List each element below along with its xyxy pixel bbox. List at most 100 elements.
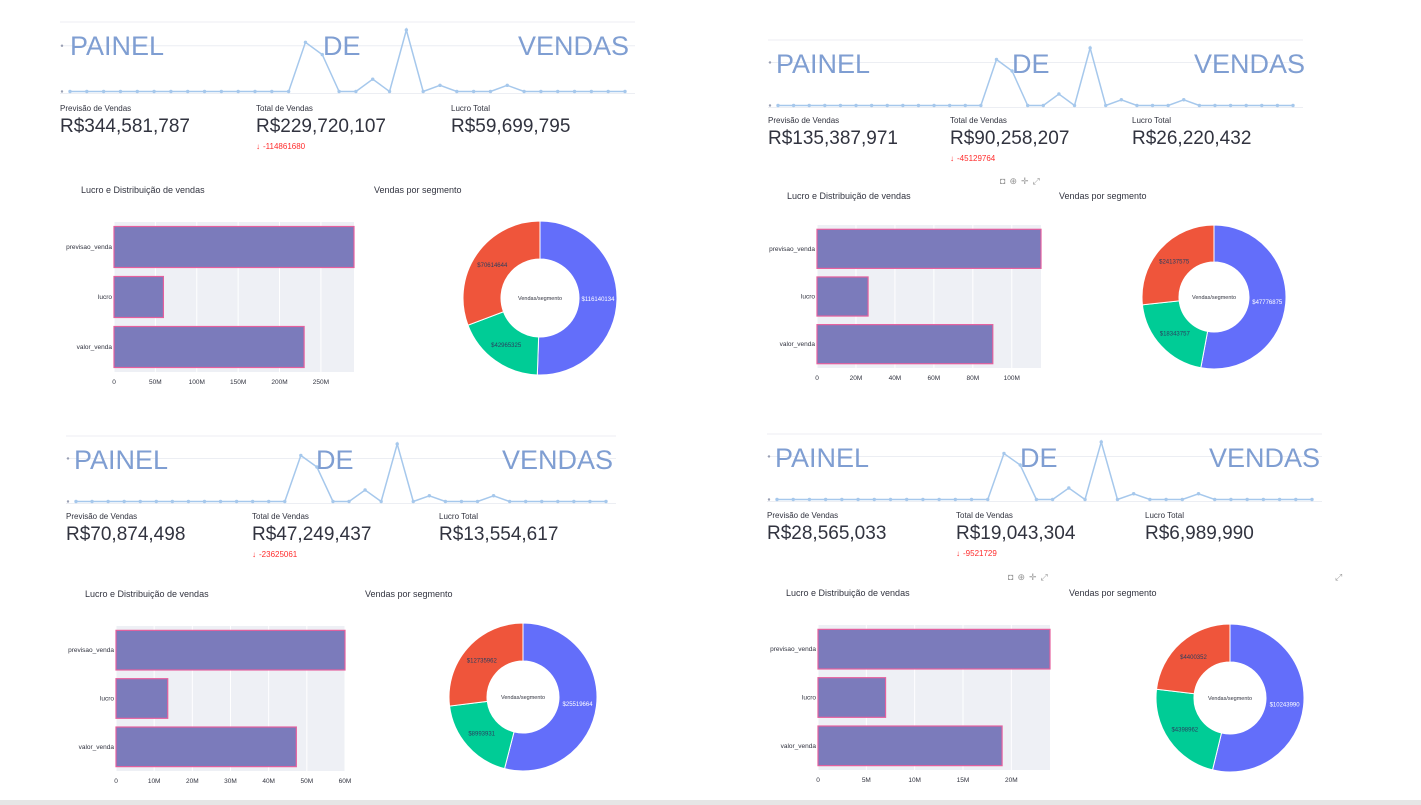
bar-lucro[interactable] xyxy=(817,677,887,718)
camera-icon[interactable]: ◘ xyxy=(1008,572,1014,582)
sparkline-point xyxy=(443,499,448,504)
sparkline-point xyxy=(823,497,828,502)
metric-0: Previsão de Vendas R$135,387,971 xyxy=(768,116,898,150)
arrow-down-icon: ↓ xyxy=(252,550,256,559)
camera-icon[interactable]: ◘ xyxy=(1000,176,1006,186)
sparkline-point xyxy=(869,103,874,108)
metric-1: Total de Vendas R$229,720,107 ↓ -114861680 xyxy=(256,104,386,151)
bar-chart-title: Lucro e Distribuição de vendas xyxy=(787,191,911,201)
bar-previsao_venda[interactable] xyxy=(817,628,1051,670)
bar-x-tick-label: 250M xyxy=(313,379,329,386)
title-sparkline-chart: PAINEL DE VENDAS xyxy=(768,39,1305,108)
donut-chart: $25519664 $8993931 $12735962 Vendas/segment… xyxy=(448,622,598,772)
sparkline-axis-dot xyxy=(767,498,771,501)
donut-slice[interactable] xyxy=(1211,623,1305,773)
bar-previsao_venda[interactable] xyxy=(115,629,346,671)
donut-chart: $47776875 $18343757 $24137575 Vendas/segmen… xyxy=(1141,224,1287,370)
bar-previsao_venda[interactable] xyxy=(113,225,355,269)
donut-slice[interactable] xyxy=(1200,224,1287,370)
pan-icon[interactable]: ✛ xyxy=(1020,176,1029,186)
donut-slice[interactable] xyxy=(462,220,541,326)
bar-lucro[interactable] xyxy=(113,275,165,319)
bar-x-tick-label: 200M xyxy=(271,379,287,386)
sparkline-point xyxy=(1025,103,1030,108)
sparkline-point xyxy=(395,442,399,446)
bar-y-tick-label: valor_venda xyxy=(780,341,816,348)
bar-valor_venda[interactable] xyxy=(115,726,297,768)
sparkline-point xyxy=(1196,492,1201,496)
sparkline-point xyxy=(68,89,72,94)
zoom-icon[interactable]: ⊕ xyxy=(1009,176,1017,186)
metric-value: R$59,699,795 xyxy=(451,116,571,137)
bar-x-tick-label: 60M xyxy=(928,375,941,382)
bar-x-tick-label: 100M xyxy=(1004,375,1020,382)
bar-y-tick-label: lucro xyxy=(98,294,112,301)
metric-1: Total de Vendas R$90,258,207 ↓ -45129764 xyxy=(950,116,1069,163)
sparkline-axis-dot xyxy=(60,90,64,93)
sparkline-point xyxy=(283,499,287,504)
donut-center-label: Vendas/segmento xyxy=(518,296,562,302)
metric-0: Previsão de Vendas R$344,581,787 xyxy=(60,104,190,138)
donut-slice[interactable] xyxy=(448,622,524,707)
sparkline-point xyxy=(1150,103,1155,108)
expand-icon[interactable]: ⤢ xyxy=(1040,572,1048,582)
sparkline-point xyxy=(994,57,999,62)
bar-x-tick-label: 150M xyxy=(230,379,246,386)
donut-slice[interactable] xyxy=(503,622,598,772)
title-word: PAINEL xyxy=(775,443,869,473)
sparkline-point xyxy=(1067,486,1071,490)
title-word: DE xyxy=(316,445,354,475)
bar-valor_venda[interactable] xyxy=(816,324,994,365)
sparkline-line xyxy=(70,27,625,93)
donut-slice-label: $4398962 xyxy=(1171,727,1198,733)
sparkline-point xyxy=(267,499,271,504)
metric-delta: ↓ -23625061 xyxy=(252,550,371,559)
bar-x-tick-label: 20M xyxy=(186,778,199,785)
metric-label: Lucro Total xyxy=(451,104,490,113)
bar-lucro[interactable] xyxy=(115,678,169,719)
sparkline-point xyxy=(371,77,375,81)
pie-chart-title: Vendas por segmento xyxy=(365,589,453,599)
sparkline-point xyxy=(776,103,780,108)
title-word: VENDAS xyxy=(502,445,613,475)
metric-delta-value: -45129764 xyxy=(957,154,996,163)
bar-lucro[interactable] xyxy=(816,276,869,317)
sparkline-point xyxy=(791,497,795,502)
expand-icon[interactable]: ⤢ xyxy=(1032,176,1040,186)
metric-label: Lucro Total xyxy=(1132,116,1171,125)
sparkline-point xyxy=(404,28,409,32)
donut-slice[interactable] xyxy=(536,220,618,376)
metric-delta-value: -9521729 xyxy=(963,549,997,558)
bar-y-tick-label: previsao_venda xyxy=(770,646,816,653)
zoom-icon[interactable]: ⊕ xyxy=(1017,572,1025,582)
metric-label: Previsão de Vendas xyxy=(767,511,839,520)
sparkline-line xyxy=(778,45,1293,107)
bar-valor_venda[interactable] xyxy=(113,325,305,369)
pan-icon[interactable]: ✛ xyxy=(1028,572,1037,582)
bar-y-tick-label: lucro xyxy=(100,696,114,703)
title-word: DE xyxy=(1020,443,1058,473)
sparkline-point xyxy=(471,89,476,94)
metric-0: Previsão de Vendas R$28,565,033 xyxy=(767,511,886,545)
sparkline-point xyxy=(1135,103,1139,108)
sparkline-point xyxy=(807,497,812,502)
donut-slice[interactable] xyxy=(1155,623,1231,695)
bar-previsao_venda[interactable] xyxy=(816,228,1042,269)
sparkline-point xyxy=(572,89,577,94)
sparkline-line xyxy=(777,439,1312,501)
arrow-down-icon: ↓ xyxy=(950,154,954,163)
metric-value: R$28,565,033 xyxy=(767,523,887,544)
donut-center-label: Vendas/segmento xyxy=(1208,696,1252,702)
sparkline-point xyxy=(152,89,156,94)
bar-x-tick-label: 100M xyxy=(189,379,205,386)
bar-y-tick-label: valor_venda xyxy=(79,744,115,751)
expand-icon[interactable]: ⤢ xyxy=(1335,572,1343,582)
donut-slice[interactable] xyxy=(1141,224,1215,306)
sparkline-point xyxy=(379,499,383,504)
metric-value: R$13,554,617 xyxy=(439,524,559,545)
sparkline-point xyxy=(823,103,827,108)
bar-valor_venda[interactable] xyxy=(817,725,1003,767)
sparkline-point xyxy=(106,499,110,504)
sparkline-point xyxy=(947,103,952,108)
